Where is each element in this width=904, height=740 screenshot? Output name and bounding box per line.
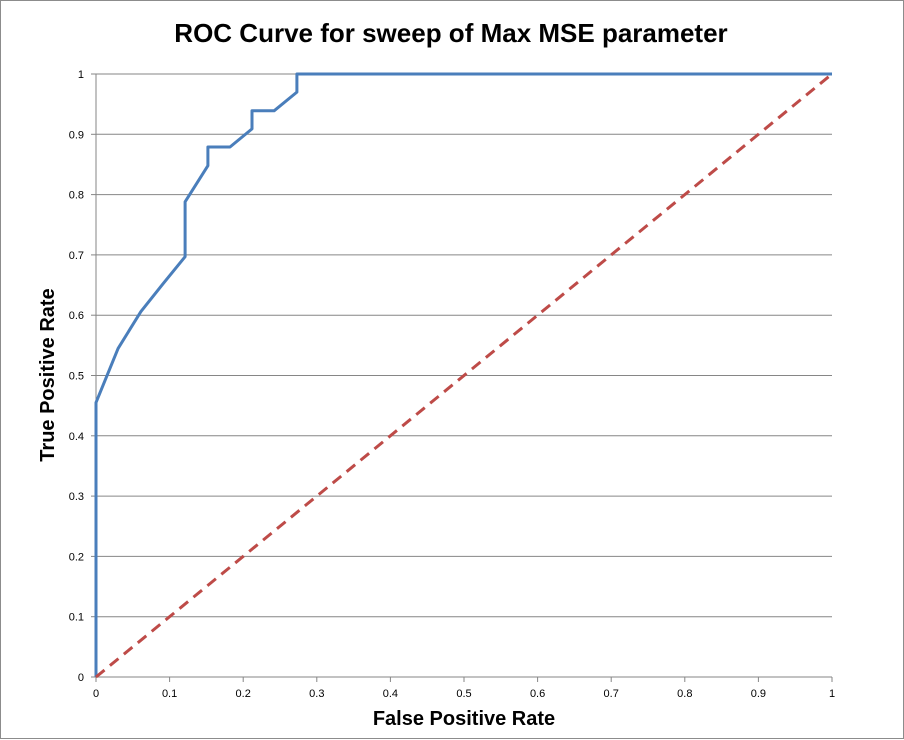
y-tick-label-4: 0.4 [69, 431, 84, 443]
chance-diagonal-line [95, 72, 833, 679]
x-tick-label-6: 0.6 [530, 688, 545, 700]
y-tick-label-5: 0.5 [69, 371, 84, 383]
series-layer [94, 72, 833, 679]
x-tick-label-0: 0 [93, 688, 99, 700]
x-tick-label-3: 0.3 [309, 688, 324, 700]
y-axis-title: True Positive Rate [37, 288, 59, 461]
y-tick-label-7: 0.7 [69, 250, 84, 262]
y-tick-label-6: 0.6 [69, 310, 84, 322]
x-axis-title: False Positive Rate [373, 708, 555, 730]
x-tick-label-8: 0.8 [677, 688, 692, 700]
y-tick-label-2: 0.2 [69, 551, 84, 563]
chart-title: ROC Curve for sweep of Max MSE parameter [174, 18, 727, 48]
y-tick-label-10: 1 [78, 69, 84, 81]
x-tick-label-9: 0.9 [751, 688, 766, 700]
x-tick-label-4: 0.4 [383, 688, 398, 700]
y-tick-label-8: 0.8 [69, 190, 84, 202]
x-tick-labels: 0 0.1 0.2 0.3 0.4 0.5 0.6 0.7 0.8 0.9 1 [93, 688, 835, 700]
x-tick-label-5: 0.5 [456, 688, 471, 700]
x-tick-label-7: 0.7 [604, 688, 619, 700]
y-tick-label-0: 0 [78, 672, 84, 684]
x-tick-label-2: 0.2 [236, 688, 251, 700]
y-tick-label-3: 0.3 [69, 491, 84, 503]
x-tick-label-10: 1 [829, 688, 835, 700]
x-tick-label-1: 0.1 [162, 688, 177, 700]
y-tick-label-9: 0.9 [69, 129, 84, 141]
y-tick-label-1: 0.1 [69, 612, 84, 624]
y-tick-labels: 0 0.1 0.2 0.3 0.4 0.5 0.6 0.7 0.8 0.9 1 [69, 69, 84, 684]
roc-curve-line [94, 72, 832, 677]
